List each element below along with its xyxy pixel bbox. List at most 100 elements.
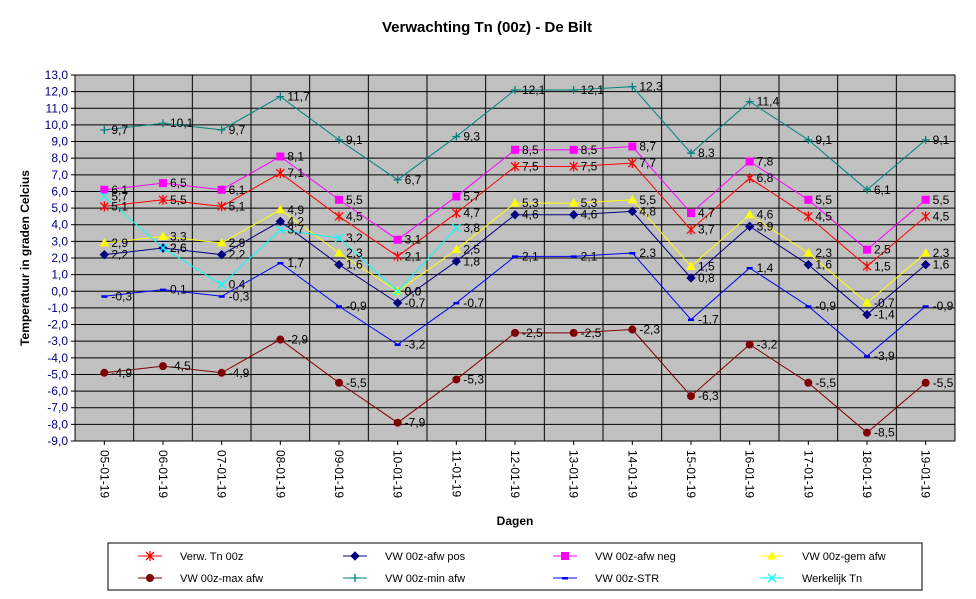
data-label: 8,3 (698, 146, 715, 160)
data-label: 5,3 (522, 196, 539, 210)
legend-item: VW 00z-max afw (138, 573, 263, 585)
data-label: 5,3 (581, 196, 598, 210)
legend-item: Werkelijk Tn (760, 573, 862, 585)
data-label: 2,2 (229, 248, 246, 262)
data-point (744, 221, 755, 232)
data-point (510, 198, 520, 207)
data-label: -2,5 (522, 326, 543, 340)
data-label: 1,6 (815, 258, 832, 272)
data-label: 12,3 (639, 80, 663, 94)
data-point (746, 266, 753, 270)
data-label: 3,2 (346, 231, 363, 245)
x-tick-label: 10-01-19 (391, 450, 405, 498)
data-label: 7,7 (639, 156, 656, 170)
legend-label: VW 00z-max afw (180, 573, 263, 585)
data-label: -0,9 (933, 299, 954, 313)
data-point (100, 368, 109, 377)
data-label: 3,7 (287, 223, 304, 237)
data-label: 4,5 (933, 209, 950, 223)
data-point (100, 125, 109, 134)
data-point (275, 225, 285, 235)
data-label: 3,7 (698, 223, 715, 237)
data-label: -2,9 (287, 333, 308, 347)
data-label: 4,2 (287, 214, 304, 228)
data-point (920, 248, 931, 257)
data-label: 5,5 (933, 193, 950, 207)
data-point (569, 85, 578, 94)
data-label: 2,3 (346, 246, 363, 260)
data-point (512, 255, 518, 258)
y-axis-ticks: -9,0 -8,0 -7,0 -6,0 -5,0 -4,0 -3,0 -2,0 -1,0 0,0 1… (45, 68, 75, 448)
data-point (862, 309, 872, 320)
data-point (277, 261, 284, 265)
data-point (863, 185, 871, 194)
data-label: -5,5 (346, 376, 367, 390)
legend-item: VW 00z-STR (553, 573, 659, 585)
legend-label: Werkelijk Tn (802, 573, 862, 585)
x-tick-label: 17-01-19 (801, 450, 815, 498)
data-label: -0,7 (463, 296, 484, 310)
series-2 (99, 206, 931, 320)
data-label: 6,1 (229, 183, 246, 197)
x-tick-label: 07-01-19 (215, 450, 229, 498)
data-point (335, 195, 343, 204)
data-label: 0,4 (229, 278, 246, 292)
data-label: 3,8 (463, 221, 480, 235)
data-label: 5,7 (463, 189, 480, 203)
data-label: -2,5 (581, 326, 602, 340)
data-point (803, 248, 814, 257)
x-tick-label: 19-01-19 (919, 450, 933, 498)
data-label: 4,5 (346, 209, 363, 223)
y-tick-label: -4,0 (47, 351, 68, 365)
legend-label: VW 00z-gem afw (802, 551, 886, 563)
y-tick-label: 0,0 (51, 284, 68, 298)
data-point (805, 305, 812, 308)
series-4 (99, 194, 931, 307)
y-tick-label: 8,0 (51, 151, 68, 165)
legend-marker (351, 574, 359, 582)
data-label: 4,7 (463, 206, 480, 220)
data-label: 3,3 (170, 229, 187, 243)
data-point (334, 233, 344, 243)
data-label: 2,3 (933, 246, 950, 260)
data-point (627, 158, 637, 169)
legend-item: VW 00z-gem afw (760, 550, 886, 563)
data-label: 11,7 (287, 90, 310, 104)
data-point (276, 92, 285, 101)
y-tick-label: -9,0 (47, 434, 68, 448)
legend-marker (561, 552, 569, 560)
data-point (686, 273, 696, 283)
data-label: 11,4 (757, 95, 780, 109)
data-label: 9,7 (111, 123, 128, 137)
y-tick-label: 4,0 (51, 218, 68, 232)
data-label: 8,7 (639, 140, 656, 154)
data-point (804, 135, 813, 144)
data-label: 7,5 (522, 160, 539, 174)
y-tick-label: 5,0 (51, 201, 68, 215)
data-point (334, 259, 344, 270)
data-label: -0,7 (874, 296, 895, 310)
data-label: 2,2 (111, 248, 128, 262)
legend-label: VW 00z-afw pos (385, 551, 466, 563)
data-label: 1,5 (698, 259, 715, 273)
data-label: -4,5 (170, 359, 191, 373)
x-tick-label: 18-01-19 (860, 450, 874, 498)
data-label: -0,3 (111, 289, 132, 303)
data-point (688, 318, 694, 322)
data-point (804, 378, 813, 387)
series-8 (99, 191, 461, 296)
data-point (336, 305, 342, 308)
data-label: 1,4 (757, 261, 774, 275)
x-tick-label: 05-01-19 (97, 450, 111, 498)
data-label: -3,2 (405, 338, 426, 352)
data-point (569, 161, 579, 172)
y-tick-label: -2,0 (47, 318, 68, 332)
data-point (568, 210, 579, 220)
series-5 (100, 325, 930, 437)
data-label: 3,9 (757, 219, 774, 233)
data-point (158, 194, 168, 205)
data-label: -5,3 (463, 372, 484, 386)
legend-label: VW 00z-afw neg (595, 551, 676, 563)
data-point (627, 206, 638, 217)
data-label: -0,9 (346, 299, 367, 313)
